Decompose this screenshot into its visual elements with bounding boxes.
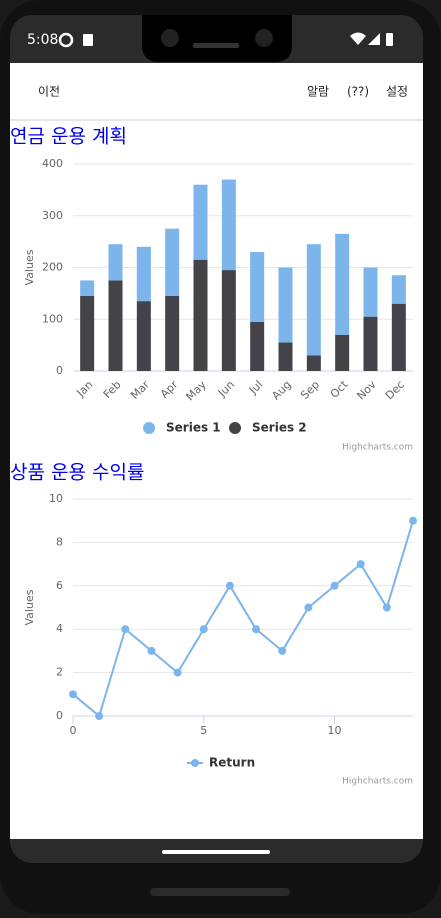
bottom-speaker xyxy=(150,888,290,896)
bar xyxy=(250,321,265,371)
credits: Highcharts.com xyxy=(342,777,413,787)
y-axis-label: Values xyxy=(23,589,36,625)
camera xyxy=(161,29,179,47)
y-tick-label: 100 xyxy=(42,312,63,325)
legend-label[interactable]: Return xyxy=(209,756,255,770)
bar xyxy=(391,303,406,371)
home-indicator[interactable] xyxy=(162,850,270,854)
marker xyxy=(199,625,208,634)
marker xyxy=(278,646,287,655)
marker xyxy=(173,668,182,677)
marker xyxy=(356,560,365,569)
status-time: 5:08 xyxy=(27,32,58,48)
bar xyxy=(165,228,180,296)
credits: Highcharts.com xyxy=(342,443,413,453)
marker xyxy=(304,603,313,612)
y-tick-label: 0 xyxy=(56,364,63,377)
marker xyxy=(69,690,77,699)
nav-item[interactable]: 설정 xyxy=(386,85,408,99)
x-tick-label: 5 xyxy=(200,724,207,737)
bar xyxy=(80,295,95,371)
sd-icon xyxy=(83,34,93,46)
x-tick-label: 0 xyxy=(70,724,77,737)
y-tick-label: 200 xyxy=(42,261,63,274)
y-tick-label: 8 xyxy=(56,535,63,548)
y-tick-label: 6 xyxy=(56,579,63,592)
notch xyxy=(142,15,292,62)
marker xyxy=(95,712,104,720)
bar xyxy=(136,246,151,302)
line xyxy=(72,520,414,718)
nav-item[interactable]: 알람 xyxy=(307,85,329,99)
bar xyxy=(391,275,406,304)
bar xyxy=(80,280,95,296)
chart-title: 상품 운용 수익률 xyxy=(10,462,144,484)
camera xyxy=(255,29,273,47)
marker xyxy=(252,625,261,634)
marker xyxy=(121,625,130,634)
y-axis-label: Values xyxy=(23,249,36,285)
nav-item[interactable]: (??) xyxy=(347,85,369,99)
nav-back[interactable]: 이전 xyxy=(38,85,60,99)
bar xyxy=(165,295,180,371)
marker xyxy=(147,646,156,655)
bar xyxy=(193,259,208,371)
bar xyxy=(221,270,236,371)
y-tick-label: 300 xyxy=(42,209,63,222)
chart-title: 연금 운용 계획 xyxy=(10,126,127,148)
bar xyxy=(363,267,378,317)
marker xyxy=(330,581,339,590)
y-tick-label: 4 xyxy=(56,622,63,635)
bar xyxy=(136,301,151,371)
wifi-icon xyxy=(350,32,366,45)
marker xyxy=(382,603,391,612)
bar xyxy=(278,267,293,343)
bar xyxy=(306,244,321,356)
battery-icon xyxy=(386,33,393,46)
bar xyxy=(221,179,236,271)
legend-symbol xyxy=(143,422,155,434)
legend-label[interactable]: Series 1 xyxy=(166,421,221,435)
app-content xyxy=(10,63,423,839)
y-tick-label: 400 xyxy=(42,157,63,170)
bar xyxy=(306,355,321,371)
signal-icon xyxy=(368,33,380,45)
bar xyxy=(335,334,350,371)
speaker xyxy=(193,43,239,48)
marker xyxy=(409,516,417,525)
legend-symbol xyxy=(191,759,199,767)
settings-icon xyxy=(58,32,74,48)
legend-label[interactable]: Series 2 xyxy=(252,421,307,435)
bar xyxy=(278,342,293,371)
y-tick-label: 10 xyxy=(49,492,63,505)
bar xyxy=(108,244,123,281)
y-tick-label: 2 xyxy=(56,666,63,679)
bar xyxy=(193,184,208,260)
legend-symbol xyxy=(229,422,241,434)
bar xyxy=(335,233,350,335)
bar xyxy=(108,280,123,371)
bar xyxy=(363,316,378,371)
x-tick-label: 10 xyxy=(328,724,342,737)
bar xyxy=(250,251,265,322)
y-tick-label: 0 xyxy=(56,709,63,722)
marker xyxy=(225,581,234,590)
